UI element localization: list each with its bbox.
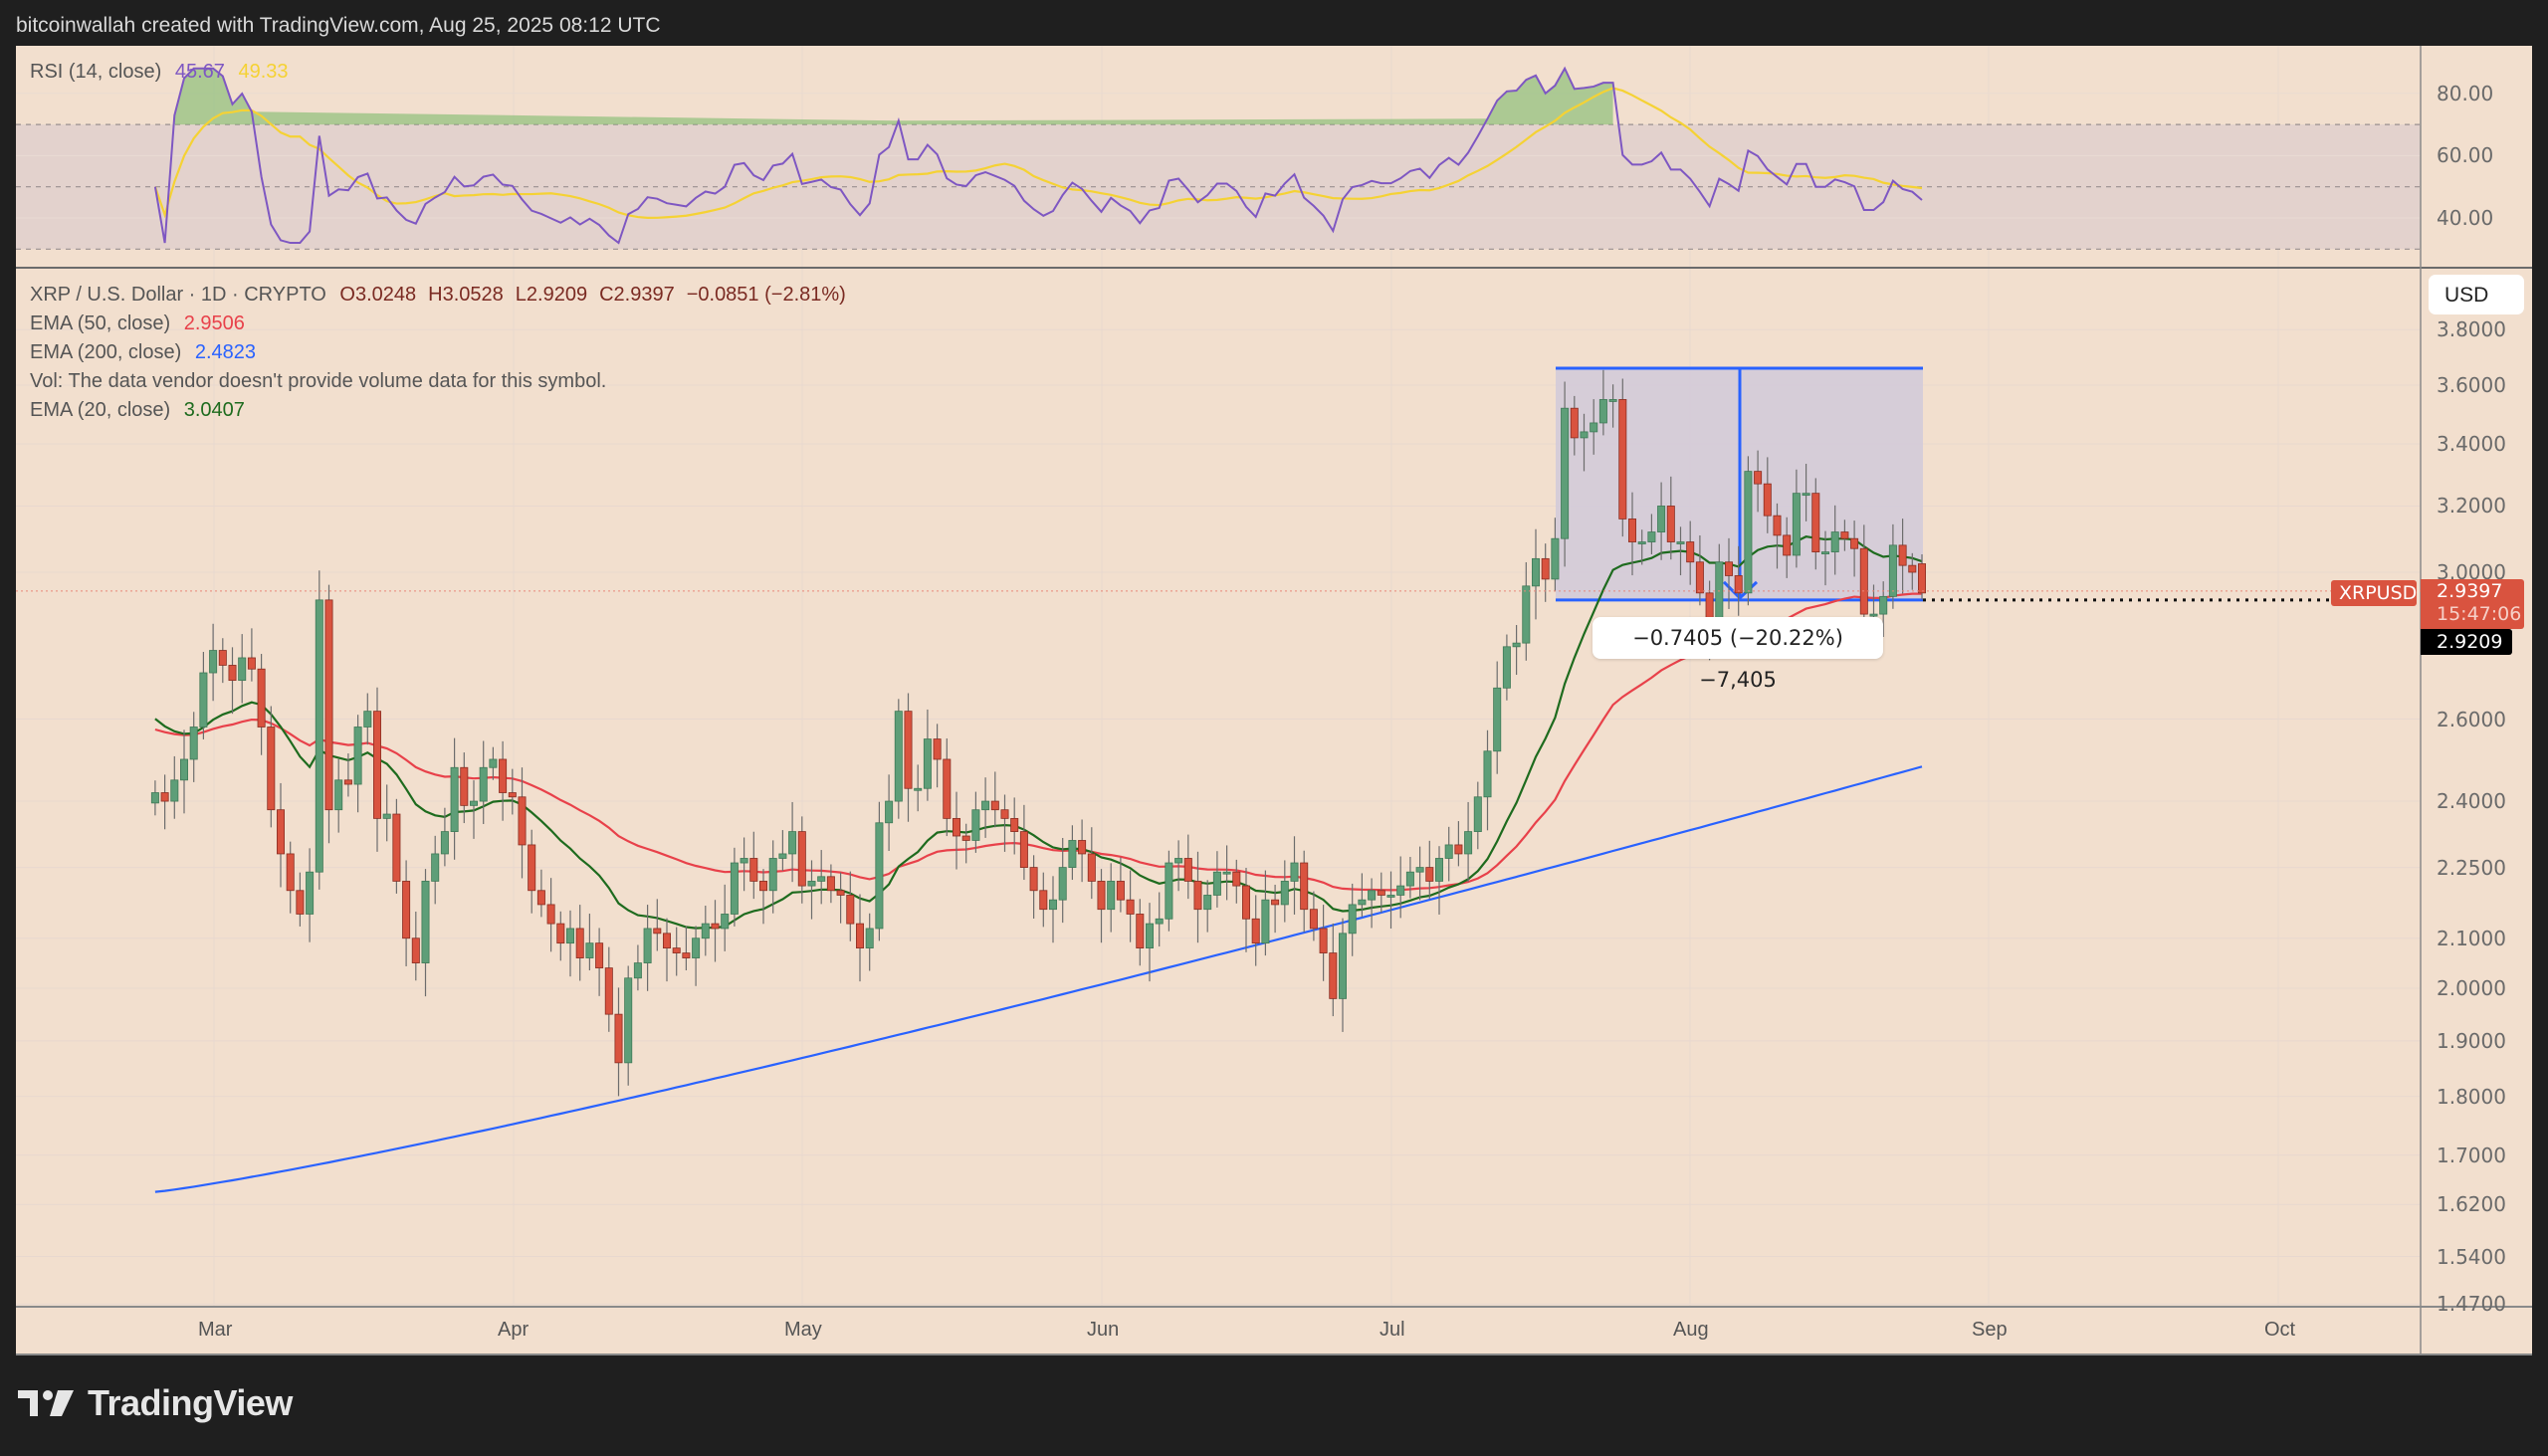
price-axis-tick: 1.9000 bbox=[2437, 1028, 2506, 1053]
price-axis-tick: 1.5400 bbox=[2437, 1244, 2506, 1269]
currency-button[interactable]: USD bbox=[2429, 275, 2524, 314]
price-axis-tick: 3.4000 bbox=[2437, 431, 2506, 456]
price-axis-tick: 1.8000 bbox=[2437, 1084, 2506, 1109]
price-axis-tick: 2.4000 bbox=[2437, 789, 2506, 814]
bar-countdown: 15:47:06 bbox=[2437, 603, 2522, 625]
time-axis-label: Jul bbox=[1380, 1319, 1405, 1341]
price-axis-tick: 3.2000 bbox=[2437, 494, 2506, 519]
tradingview-logo-icon bbox=[18, 1390, 74, 1416]
indicator-label: EMA (200, close) bbox=[30, 341, 182, 363]
last-price-tag: 2.9397 15:47:06 bbox=[2421, 579, 2524, 629]
indicator-value: 2.4823 bbox=[194, 341, 257, 363]
price-legend: XRP / U.S. Dollar · 1D · CRYPTO O3.0248 H… bbox=[30, 281, 854, 425]
tradingview-logo[interactable]: TradingView bbox=[18, 1382, 293, 1423]
indicator-ema20[interactable]: EMA (20, close) 3.0407 bbox=[30, 396, 854, 425]
price-axis-tick: 2.6000 bbox=[2437, 707, 2506, 731]
price-axis-tick: 2.1000 bbox=[2437, 926, 2506, 950]
price-axis-tick: 3.8000 bbox=[2437, 317, 2506, 342]
time-axis-label: Sep bbox=[1972, 1319, 2008, 1341]
time-axis-label: May bbox=[784, 1319, 822, 1341]
symbol-price-label: XRPUSD bbox=[2331, 580, 2417, 606]
ohlc-close: C2.9397 bbox=[599, 284, 675, 306]
indicator-label: EMA (20, close) bbox=[30, 399, 171, 421]
time-axis-label: Mar bbox=[198, 1319, 233, 1341]
indicator-label: EMA (50, close) bbox=[30, 312, 171, 334]
ohlc-high: H3.0528 bbox=[428, 284, 504, 306]
rsi-axis-tick: 40.00 bbox=[2437, 206, 2494, 230]
last-price-value: 2.9397 bbox=[2437, 580, 2503, 602]
rsi-ma-value: 49.33 bbox=[238, 61, 289, 83]
rsi-legend: RSI (14, close) 45.67 49.33 bbox=[30, 58, 297, 87]
ohlc-open: O3.0248 bbox=[339, 284, 417, 306]
indicator-value: 2.9506 bbox=[183, 312, 245, 334]
indicator-value: 3.0407 bbox=[183, 399, 245, 421]
price-axis-tick: 1.4700 bbox=[2437, 1292, 2506, 1317]
indicator-volume[interactable]: Vol: The data vendor doesn't provide vol… bbox=[30, 367, 854, 396]
ohlc-low: L2.9209 bbox=[515, 284, 588, 306]
rsi-axis-tick: 60.00 bbox=[2437, 143, 2494, 167]
time-axis-label: Oct bbox=[2264, 1319, 2296, 1341]
symbol-description: XRP / U.S. Dollar · 1D · CRYPTO bbox=[30, 284, 326, 306]
ohlc-change: −0.0851 (−2.81%) bbox=[686, 284, 846, 306]
attribution-text: bitcoinwallah created with TradingView.c… bbox=[16, 14, 661, 37]
rsi-axis-tick: 80.00 bbox=[2437, 82, 2494, 105]
price-axis-tick: 3.6000 bbox=[2437, 373, 2506, 398]
rsi-value: 45.67 bbox=[174, 61, 225, 83]
price-axis-tick: 1.7000 bbox=[2437, 1143, 2506, 1167]
chart-frame bbox=[16, 46, 2532, 1354]
indicator-label: Vol: The data vendor doesn't provide vol… bbox=[30, 370, 607, 392]
logo-text: TradingView bbox=[88, 1382, 293, 1423]
time-axis-label: Apr bbox=[498, 1319, 530, 1341]
time-axis-label: Aug bbox=[1673, 1319, 1709, 1341]
indicator-ema200[interactable]: EMA (200, close) 2.4823 bbox=[30, 338, 854, 367]
price-axis-tick: 1.6200 bbox=[2437, 1192, 2506, 1217]
rsi-label: RSI (14, close) bbox=[30, 61, 162, 83]
price-axis-tick: 2.2500 bbox=[2437, 855, 2506, 880]
measure-tool-label[interactable]: −0.7405 (−20.22%) −7,405 bbox=[1592, 617, 1883, 692]
indicator-ema50[interactable]: EMA (50, close) 2.9506 bbox=[30, 310, 854, 338]
price-axis-tick: 2.0000 bbox=[2437, 976, 2506, 1001]
low-price-tag: 2.9209 bbox=[2421, 629, 2512, 655]
attribution-bar: bitcoinwallah created with TradingView.c… bbox=[0, 0, 2548, 46]
time-axis-label: Jun bbox=[1087, 1319, 1120, 1341]
